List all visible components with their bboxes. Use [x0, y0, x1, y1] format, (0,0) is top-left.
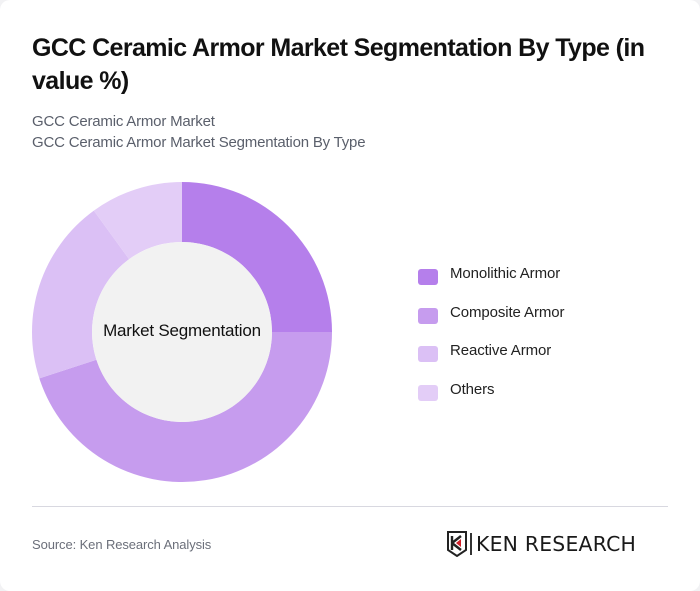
legend-label: Composite Armor: [450, 303, 565, 321]
donut-hole: [92, 242, 272, 422]
chart-title: GCC Ceramic Armor Market Segmentation By…: [32, 34, 645, 95]
donut-slice-composite-armor[interactable]: [39, 332, 332, 482]
legend-swatch: [418, 307, 438, 324]
donut-center-label: Market Segmentation: [103, 321, 261, 340]
legend-label: Monolithic Armor: [450, 265, 561, 282]
ken-research-logo: KEN RESEARCH: [447, 531, 635, 557]
source-note: Source: Ken Research Analysis: [32, 537, 212, 552]
legend-swatch: [418, 384, 438, 401]
legend-swatch: [418, 269, 438, 285]
donut-slice-reactive-armor[interactable]: [32, 210, 130, 379]
legend-label: Reactive Armor: [450, 342, 552, 359]
legend-label: Others: [450, 380, 495, 398]
ken-shield-icon: [447, 531, 467, 557]
subtitle-segmentation: GCC Ceramic Armor Market Segmentation By…: [32, 134, 366, 151]
footer-divider: [32, 506, 668, 507]
legend-swatch: [418, 346, 438, 362]
logo-text: KEN RESEARCH: [475, 532, 636, 556]
subtitle-market: GCC Ceramic Armor Market: [32, 113, 215, 130]
logo-separator: [470, 533, 472, 555]
donut-chart: [32, 182, 332, 482]
donut-slice-others[interactable]: [93, 182, 182, 260]
donut-slice-monolithic-armor[interactable]: [182, 182, 332, 332]
